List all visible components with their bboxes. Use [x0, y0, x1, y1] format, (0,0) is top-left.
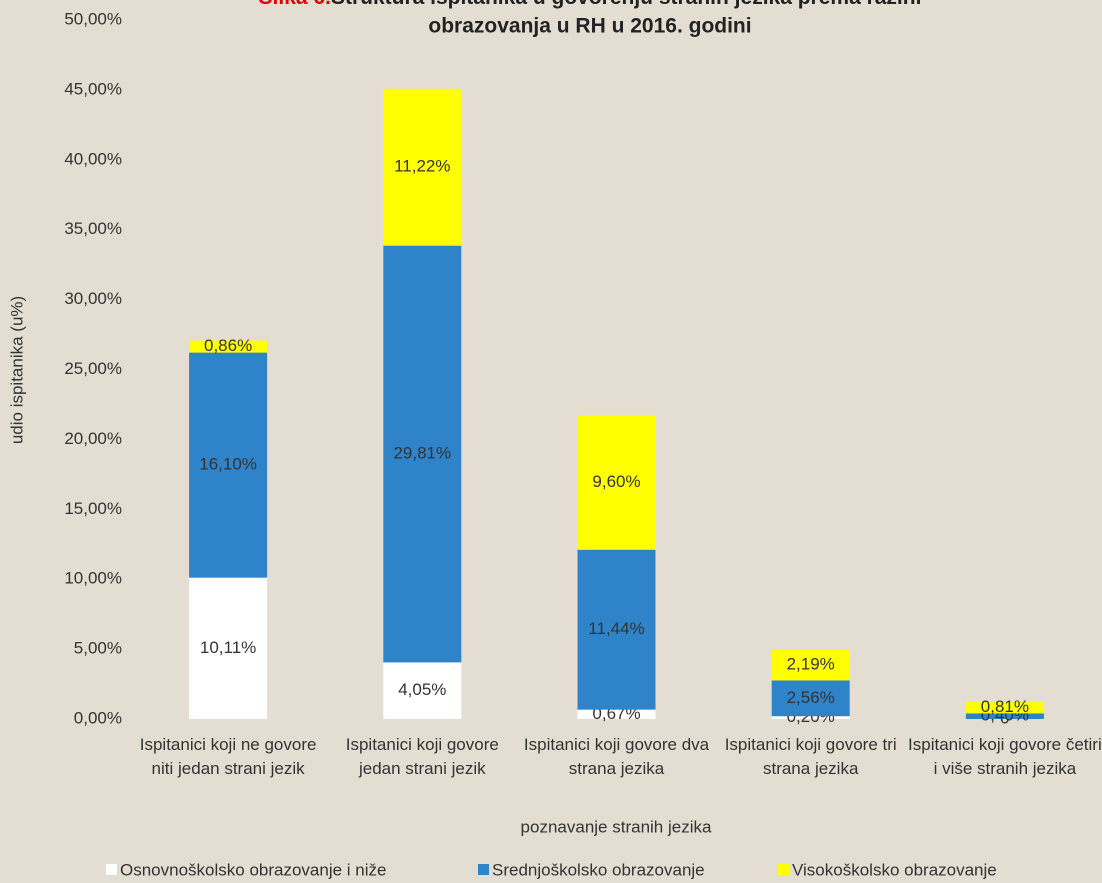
data-label: 2,56% [787, 688, 835, 707]
y-tick-label: 0,00% [74, 708, 122, 727]
data-label: 0,86% [204, 336, 252, 355]
chart-title: obrazovanja u RH u 2016. godini [428, 15, 751, 38]
label-line: Ispitanici koji govore tri [725, 735, 897, 754]
bar-segment [383, 245, 462, 663]
data-label: 4,05% [398, 680, 446, 699]
data-label: 0,81% [981, 697, 1029, 716]
bar-segment [965, 713, 1044, 719]
y-tick-label: 50,00% [64, 9, 122, 28]
label-line: strana jezika [569, 759, 665, 778]
title-label: Slika 6. [259, 0, 331, 9]
bar-segment [383, 88, 462, 246]
label-line: Ispitanici koji govore dva [524, 735, 710, 754]
legend-swatch [478, 864, 489, 875]
x-axis-label: poznavanje stranih jezika [521, 817, 712, 836]
data-label: 10,11% [200, 638, 256, 657]
bar-segment [771, 680, 850, 717]
x-tick-label: Ispitanici koji ne govore niti jedan stra… [140, 735, 317, 778]
label-line: niti jedan strani jezik [152, 759, 306, 778]
legend-label: Srednjoškolsko obrazovanje [492, 860, 705, 879]
chart-title: Slika 6.Struktura ispitanika u govorenju… [259, 0, 922, 9]
bar-segment [189, 340, 268, 353]
y-axis-label: udio ispitanika (u%) [7, 296, 26, 444]
x-tick-label: Ispitanici koji govore četiri i više stra… [908, 735, 1102, 778]
label-line: Ispitanici koji govore četiri [908, 735, 1102, 754]
y-tick-label: 10,00% [64, 569, 122, 588]
legend-swatch [778, 864, 789, 875]
x-tick-label: Ispitanici koji govore dva strana jezika [524, 735, 710, 778]
label-line: jedan strani jezik [358, 759, 486, 778]
title-line: Struktura ispitanika u govorenju stranih… [331, 0, 922, 9]
y-tick-label: 25,00% [64, 359, 122, 378]
bar-segment [577, 415, 656, 550]
x-tick-label: Ispitanici koji govore jedan strani jezik [346, 735, 499, 778]
data-label: 11,44% [588, 619, 644, 638]
legend-label: Osnovnoškolsko obrazovanje i niže [120, 860, 386, 879]
bar-segment [965, 702, 1044, 714]
y-tick-label: 5,00% [74, 639, 122, 658]
y-tick-label: 20,00% [64, 429, 122, 448]
bar-segment [189, 577, 268, 719]
bar-segment [771, 716, 850, 719]
label-line: i više stranih jezika [934, 759, 1077, 778]
data-label: 16,10% [199, 455, 257, 474]
data-label: 29,81% [393, 443, 451, 462]
label-line: strana jezika [763, 759, 859, 778]
y-tick-label: 40,00% [64, 149, 122, 168]
data-label: 2,19% [787, 655, 835, 674]
bar-segment [771, 649, 850, 681]
label-line: Ispitanici koji ne govore [140, 735, 317, 754]
y-tick-label: 45,00% [64, 79, 122, 98]
data-label: 11,22% [394, 157, 450, 176]
y-tick-label: 30,00% [64, 289, 122, 308]
legend-label: Visokoškolsko obrazovanje [792, 860, 997, 879]
data-label: 9,60% [592, 472, 640, 491]
bar-segment [189, 352, 268, 578]
x-tick-label: Ispitanici koji govore tri strana jezika [725, 735, 897, 778]
bar-segment [577, 709, 656, 719]
label-line: Ispitanici koji govore [346, 735, 499, 754]
y-tick-label: 35,00% [64, 219, 122, 238]
y-tick-label: 15,00% [64, 499, 122, 518]
bar-segment [577, 549, 656, 710]
bar-segment [383, 662, 462, 719]
legend-swatch [106, 864, 117, 875]
